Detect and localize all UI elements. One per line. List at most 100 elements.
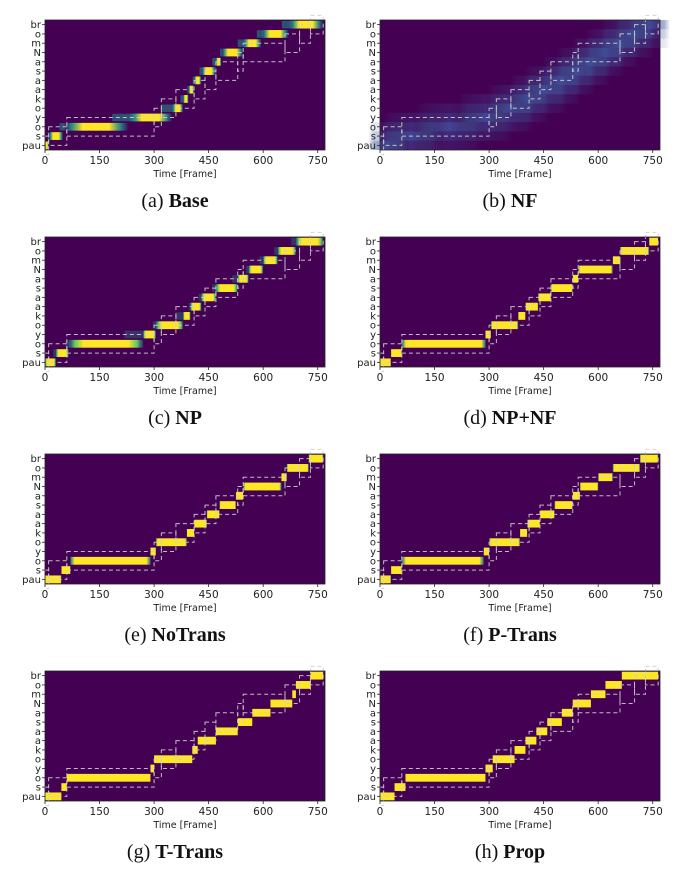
- caption-a: (a) Base: [10, 190, 340, 213]
- y-tick-label: a: [370, 491, 376, 502]
- alignment-cell: [405, 773, 486, 782]
- alignment-cell: [401, 556, 484, 565]
- reference-boundary: [619, 684, 636, 704]
- alignment-cell: [199, 67, 203, 75]
- alignment-cell: [572, 274, 579, 283]
- reference-boundary: [242, 476, 286, 497]
- alignment-cell: [538, 293, 551, 302]
- alignment-cell: [415, 140, 483, 150]
- x-tick-label: 0: [377, 806, 384, 818]
- y-tick-label: N: [34, 265, 41, 276]
- alignment-cell: [308, 454, 324, 463]
- x-tick-label: 450: [534, 589, 554, 601]
- reference-boundary: [237, 52, 244, 72]
- y-tick-label: k: [370, 311, 376, 322]
- y-tick-label: a: [35, 491, 41, 502]
- y-tick-label: a: [370, 302, 376, 313]
- y-tick-label: o: [370, 556, 376, 567]
- reference-boundary: [242, 42, 286, 63]
- x-tick-label: 300: [479, 372, 499, 384]
- alignment-cell: [180, 95, 185, 103]
- reference-boundary: [488, 758, 497, 779]
- y-tick-label: o: [35, 773, 41, 784]
- caption-name: NF: [510, 190, 538, 212]
- plot-frame: [379, 453, 661, 585]
- y-tick-label: pau: [357, 358, 376, 369]
- y-tick-label: y: [35, 113, 41, 124]
- caption-name: P-Trans: [488, 624, 557, 646]
- alignment-cell: [65, 340, 70, 348]
- y-tick-label: pau: [22, 358, 41, 369]
- y-tick-label: m: [31, 256, 41, 267]
- caption-letter: (b): [482, 190, 506, 212]
- y-tick-label: k: [35, 528, 41, 539]
- alignment-cell: [155, 538, 187, 547]
- reference-boundary: [510, 89, 530, 109]
- y-tick-label: a: [370, 274, 376, 285]
- alignment-cell: [53, 349, 57, 357]
- y-tick-label: a: [370, 57, 376, 68]
- y-tick-label: s: [36, 132, 41, 143]
- reference-boundary: [539, 721, 552, 742]
- alignment-cell: [600, 57, 640, 67]
- reference-boundary: [577, 42, 621, 63]
- alignment-cell: [605, 681, 622, 689]
- x-axis-label: Time [Frame]: [152, 603, 216, 614]
- reference-boundary: [193, 79, 206, 100]
- y-tick-label: s: [36, 349, 41, 360]
- y-tick-label: br: [366, 454, 377, 465]
- alignment-cell: [286, 464, 309, 472]
- y-tick-label: y: [370, 547, 376, 558]
- y-tick-label: o: [35, 321, 41, 332]
- alignment-cell: [598, 473, 613, 482]
- reference-boundary: [153, 758, 162, 779]
- reference-boundary: [539, 287, 552, 308]
- alignment-cell: [256, 30, 264, 38]
- x-axis-label: Time [Frame]: [487, 603, 551, 614]
- plot-frame: [44, 670, 326, 802]
- alignment-cell: [63, 122, 129, 131]
- alignment-cell: [586, 66, 625, 76]
- caption-name: Base: [168, 190, 209, 212]
- y-tick-label: br: [366, 20, 377, 31]
- alignment-cell: [401, 339, 486, 348]
- caption-name: NP+NF: [491, 407, 557, 429]
- reference-boundary: [383, 343, 403, 363]
- reference-boundary: [204, 70, 217, 91]
- alignment-cell: [270, 699, 293, 708]
- alignment-cell: [291, 237, 298, 246]
- reference-boundary: [577, 693, 621, 714]
- alignment-cell: [220, 48, 222, 57]
- alignment-cell: [261, 30, 289, 38]
- reference-boundary: [153, 541, 162, 562]
- reference-boundary: [204, 504, 217, 525]
- alignment-cell: [70, 556, 151, 565]
- caption-letter: (e): [124, 624, 147, 646]
- reference-boundary: [619, 467, 636, 487]
- y-tick-label: o: [35, 29, 41, 40]
- caption-g: (g) T-Trans: [10, 841, 340, 864]
- x-tick-label: 750: [308, 155, 328, 167]
- y-tick-label: k: [35, 745, 41, 756]
- y-tick-label: pau: [22, 792, 41, 803]
- x-tick-label: 600: [588, 589, 608, 601]
- x-tick-label: 150: [90, 155, 110, 167]
- alignment-cell: [580, 482, 599, 491]
- reference-boundary: [175, 523, 195, 543]
- x-tick-label: 600: [588, 372, 608, 384]
- plot-frame: [379, 19, 661, 151]
- reference-boundary: [383, 777, 403, 797]
- alignment-cell: [488, 122, 534, 132]
- alignment-cell: [572, 491, 580, 500]
- reference-boundary: [644, 14, 659, 35]
- alignment-cell: [542, 94, 582, 104]
- y-tick-label: o: [370, 773, 376, 784]
- alignment-cell: [201, 293, 216, 302]
- y-tick-label: y: [35, 764, 41, 775]
- x-tick-label: 450: [199, 806, 219, 818]
